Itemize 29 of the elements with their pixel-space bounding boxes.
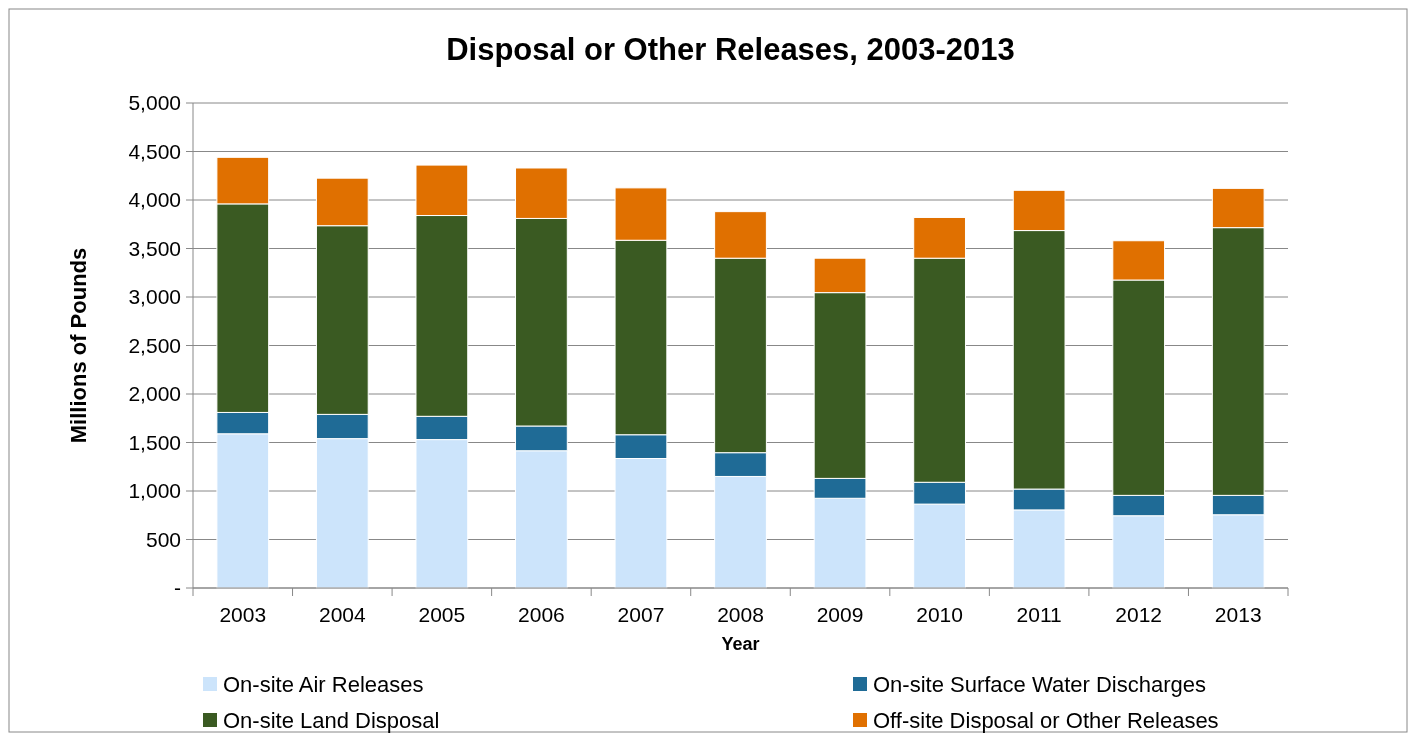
y-tick-label: 3,500	[128, 236, 181, 260]
y-tick-label: 2,500	[128, 333, 181, 357]
x-tick-label: 2005	[418, 603, 466, 626]
y-tick-label: 4,000	[128, 188, 181, 212]
x-tick-label: 2007	[617, 603, 665, 626]
x-tick-label: 2008	[717, 603, 764, 626]
x-tick-label: 2010	[916, 603, 963, 626]
x-tick-label: 2012	[1115, 603, 1163, 626]
y-tick-label: 1,500	[128, 430, 181, 454]
x-tick-label: 2011	[1016, 603, 1062, 626]
x-tick-label: 2013	[1214, 603, 1262, 626]
x-tick-label: 2004	[318, 603, 366, 626]
y-tick-label: 500	[145, 527, 181, 551]
x-tick-label: 2006	[518, 603, 565, 626]
x-tick-label: 2003	[219, 603, 267, 626]
x-axis-title: Year	[721, 634, 760, 654]
legend-label: On-site Air Releases	[223, 671, 424, 697]
y-tick-label: 1,000	[128, 479, 181, 503]
y-tick-label: 5,000	[128, 91, 181, 115]
chart-title: Disposal or Other Releases, 2003-2013	[446, 32, 1015, 67]
legend-label: On-site Surface Water Discharges	[873, 671, 1206, 697]
y-tick-label: -	[174, 576, 181, 600]
legend-label: Off-site Disposal or Other Releases	[873, 707, 1219, 733]
y-tick-label: 2,000	[128, 382, 181, 406]
y-axis-title: Millions of Pounds	[66, 247, 91, 444]
legend-label: On-site Land Disposal	[223, 707, 440, 733]
y-tick-label: 4,500	[128, 139, 181, 163]
x-tick-label: 2009	[816, 603, 864, 626]
y-tick-label: 3,000	[128, 285, 181, 309]
